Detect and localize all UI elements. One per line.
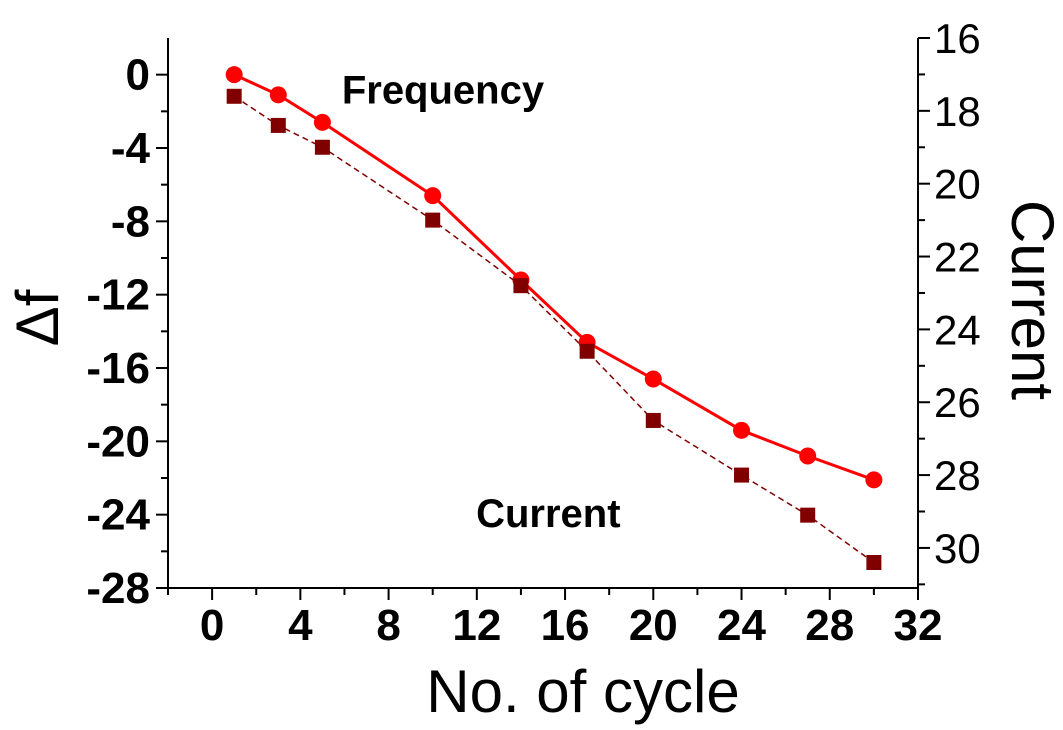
y-left-tick-label: -8 bbox=[111, 197, 150, 246]
y-right-tick-label: 24 bbox=[934, 306, 981, 353]
x-tick-label: 12 bbox=[452, 601, 501, 650]
y-left-tick-label: -12 bbox=[86, 271, 150, 320]
y-right-tick-label: 28 bbox=[934, 452, 981, 499]
x-tick-label: 28 bbox=[805, 601, 854, 650]
axes bbox=[167, 38, 919, 589]
y-left-tick-label: -4 bbox=[111, 124, 151, 173]
x-tick-label: 24 bbox=[717, 601, 766, 650]
series-1-point bbox=[314, 139, 330, 155]
y-right-tick-label: 22 bbox=[934, 234, 981, 281]
series-1-point bbox=[800, 507, 816, 523]
series-1-line bbox=[233, 95, 875, 564]
series-1-point bbox=[866, 555, 882, 571]
y-left-tick-label: -24 bbox=[86, 491, 150, 540]
series-0-line bbox=[233, 73, 875, 482]
y-left-tick-label: -20 bbox=[86, 417, 150, 466]
series-0-point bbox=[644, 370, 662, 388]
series-1-point bbox=[270, 117, 286, 133]
x-tick-label: 16 bbox=[541, 601, 590, 650]
labels: No. of cycle Δf Current Frequency Curren… bbox=[4, 68, 1063, 725]
annotation-frequency: Frequency bbox=[342, 68, 545, 112]
ticks: 0 4 8 12 16 20 24 28 32 0 -4 -8 -12 -16 -20 -24 -28 16 18 2… bbox=[86, 15, 980, 650]
y-right-tick-label: 18 bbox=[934, 88, 981, 135]
y-left-tick-label: -28 bbox=[86, 564, 150, 613]
x-tick-label: 0 bbox=[200, 601, 224, 650]
series-1-point bbox=[645, 412, 661, 428]
series-1-point bbox=[226, 88, 242, 104]
y-axis-right-title: Current bbox=[999, 200, 1063, 400]
series-1-point bbox=[513, 278, 529, 294]
y-right-tick-label: 20 bbox=[934, 161, 981, 208]
y-right-tick-label: 30 bbox=[934, 525, 981, 572]
y-right-tick-label: 16 bbox=[934, 15, 981, 62]
x-tick-label: 20 bbox=[629, 601, 678, 650]
series-0-point bbox=[313, 113, 331, 131]
series-1-point bbox=[734, 467, 750, 483]
y-left-tick-label: 0 bbox=[126, 51, 150, 100]
x-tick-label: 4 bbox=[288, 601, 313, 650]
series-1-point bbox=[579, 343, 595, 359]
y-axis-left-title: Δf bbox=[4, 289, 71, 346]
series-0-point bbox=[269, 86, 287, 104]
y-right-tick-label: 26 bbox=[934, 379, 981, 426]
series-0-point bbox=[799, 447, 817, 465]
series-group bbox=[225, 66, 883, 571]
annotation-current: Current bbox=[476, 492, 620, 536]
x-axis-title: No. of cycle bbox=[426, 658, 739, 725]
series-0-point bbox=[225, 66, 243, 84]
series-0-point bbox=[733, 421, 751, 439]
x-tick-label: 32 bbox=[894, 601, 943, 650]
x-tick-label: 8 bbox=[376, 601, 400, 650]
series-1-point bbox=[425, 212, 441, 228]
y-left-tick-label: -16 bbox=[86, 344, 150, 393]
series-0-point bbox=[865, 471, 883, 489]
series-0-point bbox=[424, 187, 442, 205]
